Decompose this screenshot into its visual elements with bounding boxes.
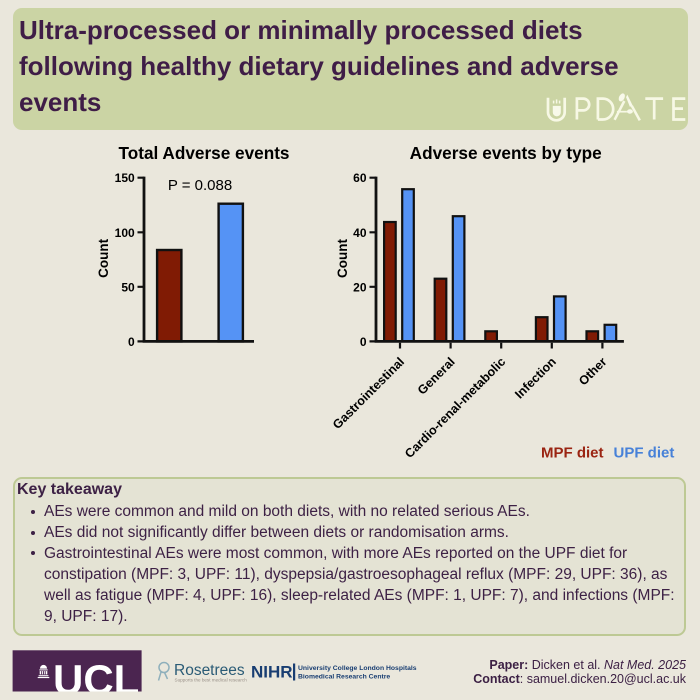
svg-text:Supports the best medical rese: Supports the best medical research [175, 678, 248, 683]
svg-text:Cardio-renal-metabolic: Cardio-renal-metabolic [402, 355, 508, 461]
svg-text:60: 60 [353, 171, 367, 185]
svg-text:General: General [415, 355, 458, 398]
svg-text:Biomedical Research Centre: Biomedical Research Centre [298, 674, 390, 681]
svg-text:P = 0.088: P = 0.088 [168, 177, 232, 194]
svg-text:University College London Hosp: University College London Hospitals [298, 665, 417, 672]
svg-text:Adverse events by type: Adverse events by type [410, 143, 602, 163]
svg-text:Gastrointestinal: Gastrointestinal [330, 355, 407, 432]
svg-text:UCL: UCL [53, 656, 139, 700]
svg-text:0: 0 [360, 335, 367, 349]
svg-text:40: 40 [353, 226, 367, 240]
svg-text:Total Adverse events: Total Adverse events [119, 143, 290, 163]
svg-text:Other: Other [576, 355, 610, 389]
svg-text:MPF diet: MPF diet [541, 444, 604, 461]
svg-text:Infection: Infection [512, 355, 559, 402]
svg-text:NIHR: NIHR [251, 663, 293, 682]
svg-text:20: 20 [353, 280, 367, 294]
svg-text:50: 50 [121, 280, 135, 294]
svg-text:Rosetrees: Rosetrees [174, 662, 245, 679]
svg-text:UPF diet: UPF diet [614, 444, 675, 461]
svg-text:0: 0 [128, 335, 135, 349]
svg-text:Count: Count [335, 239, 350, 278]
svg-text:Count: Count [96, 238, 111, 277]
svg-text:150: 150 [115, 171, 135, 185]
svg-text:100: 100 [115, 226, 135, 240]
